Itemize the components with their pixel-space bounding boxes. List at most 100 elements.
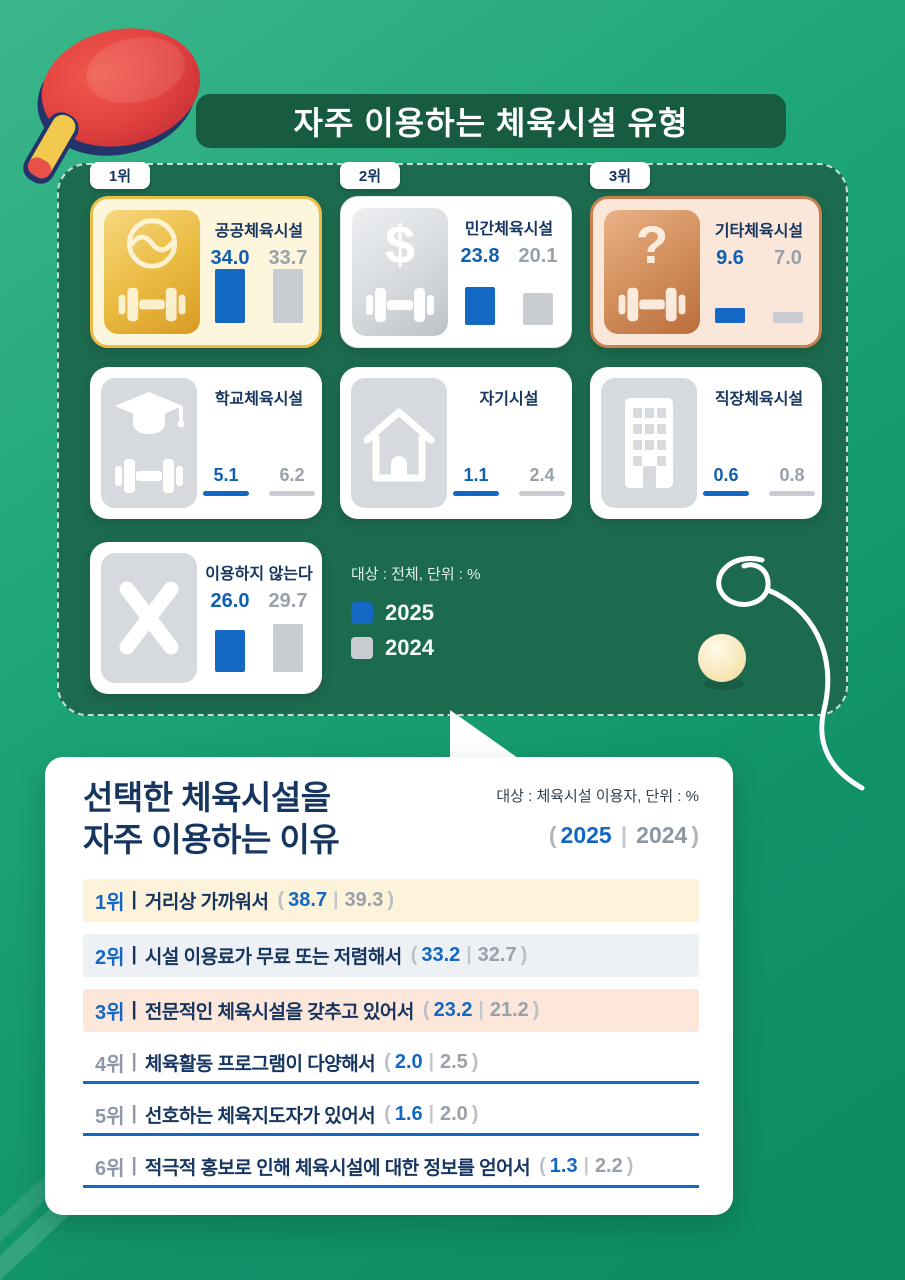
rank-1-label: 1위 [108,168,132,185]
value-2024: 7.0 [774,247,802,269]
value-2025: 1.3 [549,1154,578,1177]
rank-divider: | [131,889,137,911]
paren-open: ( [277,888,285,911]
bar-2025 [715,308,745,323]
reason-rank: 6위 [95,1157,125,1180]
year-2025: 2025 [560,822,612,848]
value-2024: 39.3 [344,888,384,911]
paren-open: ( [384,1050,391,1073]
value-separator: | [428,1051,434,1073]
card-title: 자기시설 [479,391,539,408]
paren-close: ) [691,822,699,848]
reason-rank: 1위 [95,891,125,914]
value-separator: | [466,944,472,966]
paren-open: ( [539,1154,546,1177]
paren-close: ) [532,998,540,1021]
value-2024: 0.8 [779,465,805,485]
reason-text: 적극적 홍보로 인해 체육시설에 대한 정보를 얻어서 [144,1157,531,1179]
rank-divider: | [131,1051,137,1073]
card-title: 직장체육시설 [714,391,804,408]
value-2025: 38.7 [288,888,328,911]
mini-bar-chart [715,265,803,323]
reason-row-1: 1위 | 거리상 가까워서 ( 38.7 | 39.3 ) [83,878,699,922]
value-2024: 32.7 [477,943,517,966]
mini-line-values: 0.6 0.8 [700,465,818,496]
value-2025: 33.2 [421,943,461,966]
rank-3-label: 3위 [608,168,632,185]
value-2025: 1.6 [394,1102,423,1125]
underline-2024 [769,491,815,496]
rank-3-badge: 3위 [590,162,650,189]
bar-2025 [215,630,245,672]
year-2024: 2024 [636,822,688,848]
facility-card-school: 학교체육시설 5.1 6.2 [90,367,322,519]
bar-2024 [273,269,303,323]
facility-card-workplace: 직장체육시설 0.6 0.8 [590,367,822,519]
value-2024: 2.2 [594,1154,623,1177]
value-2024: 29.7 [268,590,308,612]
legend-item-2024: 2024 [351,635,480,661]
reason-row-3: 3위 | 전문적인 체육시설을 갖추고 있어서 ( 23.2 | 21.2 ) [83,988,699,1032]
value-2024: 21.2 [489,998,529,1021]
reason-text: 체육활동 프로그램이 다양해서 [144,1053,376,1075]
rank-2-label: 2위 [358,168,382,185]
bar-2025 [465,287,495,325]
legend-swatch-2025 [351,602,373,624]
paren-open: ( [384,1102,391,1125]
facility-card-not-use: 이용하지 않는다 26.0 29.7 [90,542,322,694]
value-2025: 23.2 [433,998,473,1021]
card-title: 학교체육시설 [214,391,304,408]
value-2024: 2.0 [439,1102,468,1125]
reason-text: 거리상 가까워서 [144,891,269,913]
rank-divider: | [131,944,137,966]
underline-2025 [453,491,499,496]
card-title: 공공체육시설 [214,223,304,240]
reason-row-2: 2위 | 시설 이용료가 무료 또는 저렴해서 ( 33.2 | 32.7 ) [83,933,699,977]
year-legend: (2025 | 2024) [496,822,699,849]
card-title: 이용하지 않는다 [205,566,313,583]
reason-row-6: 6위 | 적극적 홍보로 인해 체육시설에 대한 정보를 얻어서 ( 1.3 |… [83,1148,699,1188]
legend-label-2025: 2025 [385,600,434,625]
reason-row-5: 5위 | 선호하는 체육지도자가 있어서 ( 1.6 | 2.0 ) [83,1096,699,1136]
paren-close: ) [626,1154,634,1177]
reasons-title: 선택한 체육시설을 자주 이용하는 이유 [83,777,340,861]
home-facility-house-icon [351,378,447,508]
school-facility-cap-icon [101,378,197,508]
card-title: 기타체육시설 [714,223,804,240]
rank-divider: | [131,999,137,1021]
legend-label-2024: 2024 [385,635,434,660]
private-facility-dollar-icon: $ [352,208,448,336]
paren-close: ) [520,943,528,966]
legend-swatch-2024 [351,637,373,659]
value-separator: | [428,1103,434,1125]
reasons-note: 대상 : 체육시설 이용자, 단위 : % [496,788,699,805]
workplace-facility-building-icon [601,378,697,508]
value-2025: 5.1 [213,465,239,485]
other-facility-question-icon: ? [604,210,700,334]
page-title-text: 자주 이용하는 체육시설 유형 [293,105,689,141]
reason-rank: 3위 [95,1001,125,1024]
value-2025: 0.6 [713,465,739,485]
reason-rank: 4위 [95,1053,125,1076]
bar-2024 [273,624,303,672]
not-use-x-icon [101,553,197,683]
facility-card-private: 2위 $ 민간체육시설 23.8 20.1 [340,162,572,348]
mini-bar-chart [465,267,553,325]
bar-2024 [773,312,803,323]
rank-divider: | [131,1103,137,1125]
reason-text: 전문적인 체육시설을 갖추고 있어서 [144,1001,415,1023]
value-2025: 23.8 [460,245,500,267]
rank-2-badge: 2위 [340,162,400,189]
value-2025: 34.0 [210,247,250,269]
reason-text: 선호하는 체육지도자가 있어서 [144,1105,376,1127]
page-title: 자주 이용하는 체육시설 유형 [196,94,786,148]
year-separator: | [620,822,628,848]
value-2025: 1.1 [463,465,489,485]
mini-line-values: 5.1 6.2 [200,465,318,496]
rank-1-badge: 1위 [90,162,150,189]
reason-rank: 5위 [95,1105,125,1128]
reasons-title-line1: 선택한 체육시설을 [83,779,331,816]
value-2024: 6.2 [279,465,305,485]
value-2024: 2.4 [529,465,555,485]
